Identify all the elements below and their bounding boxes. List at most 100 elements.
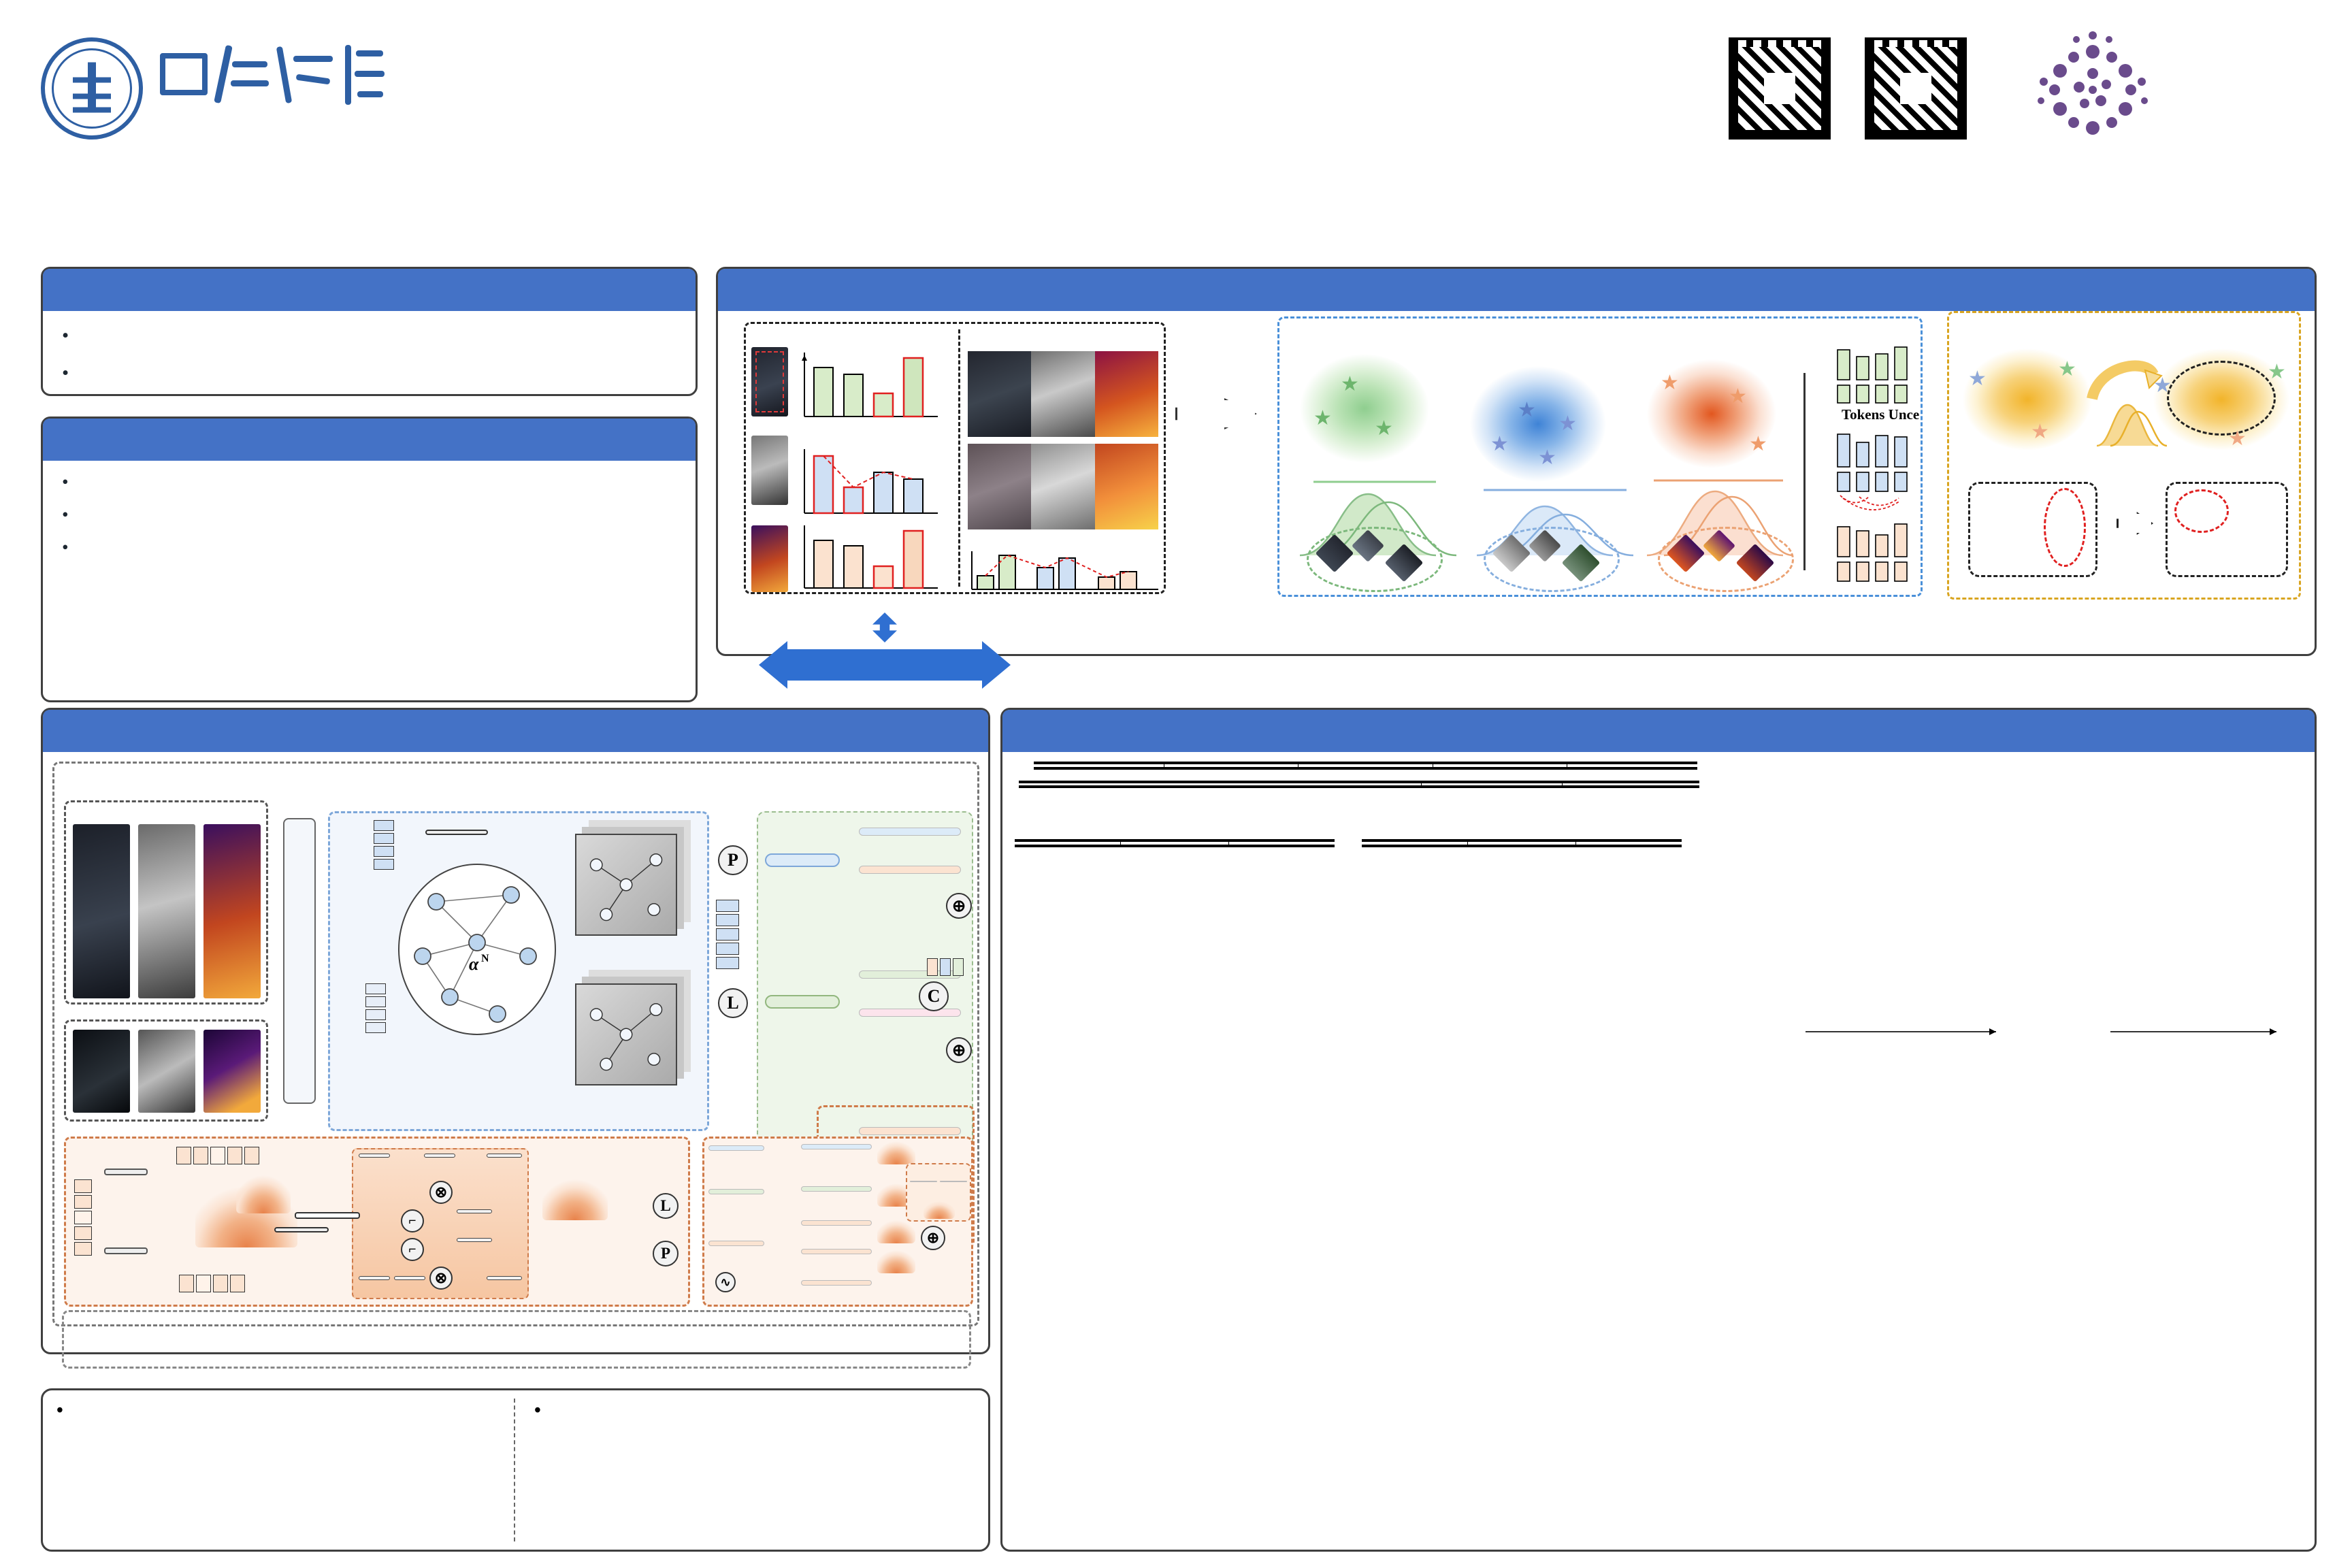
ugmoe-formula-title: • bbox=[534, 1400, 546, 1421]
motivation-box: ★ ★ ★ ★ ★ ★ ★ ★ ★ ★ bbox=[716, 267, 2317, 656]
samples-row-2 bbox=[968, 444, 1158, 529]
joint-blob-right: ★ ★ ★ bbox=[2153, 348, 2289, 451]
svg-text:α: α bbox=[469, 954, 479, 974]
un-expert-t1 bbox=[801, 1220, 872, 1226]
ugmoe-panel: ∿ ⊕ bbox=[702, 1137, 973, 1307]
sigma-n-tokens bbox=[365, 983, 386, 1033]
framework-box: α N P L bbox=[41, 708, 990, 1369]
un-expert-nc bbox=[801, 1144, 872, 1149]
gpgl-tag-2 bbox=[274, 1227, 329, 1232]
orange-patch-circle bbox=[1658, 527, 1794, 592]
starfield-before bbox=[1968, 482, 2097, 577]
gate-n-2 bbox=[708, 1145, 764, 1151]
noise-panel bbox=[744, 322, 1166, 594]
rgbtir-experts-pill bbox=[859, 866, 961, 874]
contributions-box: • • • bbox=[41, 416, 698, 702]
experiments-title bbox=[1002, 710, 2315, 752]
fused-tokens bbox=[716, 900, 739, 969]
framework-title bbox=[43, 710, 988, 752]
resample-arrow-icon bbox=[2117, 512, 2153, 535]
contribution-item-3: • bbox=[62, 536, 69, 557]
hyper-c-table bbox=[1015, 839, 1335, 848]
gate-n bbox=[765, 853, 840, 867]
anhui-calligraphy bbox=[160, 41, 385, 116]
expert-caption bbox=[1015, 802, 1314, 823]
challenges-box: • • bbox=[41, 267, 698, 396]
pooling-circle: P bbox=[718, 845, 748, 875]
tir-person-thumb bbox=[751, 525, 788, 592]
svg-text:N: N bbox=[481, 953, 489, 964]
mu-gcn-block bbox=[575, 834, 677, 936]
sota-table bbox=[1034, 762, 1697, 770]
qr-code-homepage bbox=[1729, 37, 1831, 140]
visualization-figure bbox=[1710, 1272, 2309, 1476]
tir-experts-pill bbox=[859, 1127, 961, 1135]
nir-tokens-bar-chart bbox=[804, 449, 938, 514]
flow-arrow-icon bbox=[1175, 398, 1257, 429]
nir-experts-pill bbox=[859, 828, 961, 836]
joint-blob-left: ★ ★ ★ bbox=[1963, 348, 2092, 451]
tir-tokens-bar-chart bbox=[804, 525, 938, 589]
sampling-axis bbox=[1803, 373, 1806, 570]
transfer-arrow-icon bbox=[2087, 360, 2163, 401]
contributions-title bbox=[43, 419, 696, 461]
framework-diagram: α N P L bbox=[52, 762, 979, 1326]
mu-n-tokens bbox=[374, 820, 394, 870]
vehicle-inputs bbox=[64, 1019, 268, 1122]
blue-blob: ★ ★ ★ ★ bbox=[1470, 366, 1606, 482]
small-gauss-curves bbox=[2096, 404, 2168, 447]
ablation-table bbox=[1019, 781, 1699, 788]
modeling-panel: ★ ★ ★ ★ ★ ★ ★ ★ ★ ★ bbox=[1277, 316, 1923, 597]
neurips-logo bbox=[2025, 27, 2324, 170]
qr-code-code bbox=[1865, 37, 1967, 140]
retrieval-figure bbox=[1710, 1024, 2309, 1249]
un-expert-tc bbox=[801, 1280, 872, 1286]
un-expert-t-box bbox=[906, 1163, 971, 1222]
un-expert-t2 bbox=[801, 1249, 872, 1254]
gpgl-tag bbox=[425, 830, 488, 835]
patch-graph: α N bbox=[398, 864, 556, 1035]
gate-r bbox=[765, 995, 840, 1009]
experiments-box bbox=[1000, 708, 2317, 1552]
linear-circle: L bbox=[718, 988, 748, 1018]
sigma-gcn-block bbox=[575, 983, 677, 1085]
concat-circle: C bbox=[919, 981, 949, 1011]
fc-mu bbox=[104, 1169, 148, 1175]
challenges-title bbox=[43, 269, 696, 311]
gate-t-2 bbox=[708, 1241, 764, 1246]
nir-person-thumb bbox=[751, 436, 788, 505]
z-tokens bbox=[927, 958, 964, 976]
starfield-after bbox=[2166, 482, 2288, 577]
contribution-item-2: • bbox=[62, 503, 69, 525]
un-expert-r2 bbox=[801, 1186, 872, 1192]
formulas-box: • • bbox=[41, 1388, 990, 1552]
gate-r-2 bbox=[708, 1189, 764, 1194]
green-blob: ★ ★ ★ bbox=[1300, 354, 1429, 463]
challenge-item-2: • bbox=[62, 361, 69, 384]
gpgcn-block: ⊗ ⌐ ⌐ ⊗ bbox=[295, 1148, 529, 1299]
gpgr-formula-title: • bbox=[56, 1400, 68, 1421]
efficiency-caption bbox=[1330, 802, 1698, 823]
clip-encoder bbox=[283, 818, 316, 1104]
svg-text:Tokens Uncer.: Tokens Uncer. bbox=[1842, 406, 1919, 423]
person-inputs bbox=[64, 800, 268, 1004]
nirtir-experts-pill bbox=[859, 1009, 961, 1017]
samples-row-1 bbox=[968, 351, 1158, 437]
blue-patch-circle bbox=[1484, 527, 1620, 592]
ugg-reid-banner bbox=[759, 641, 1011, 689]
neurips-swirl-icon bbox=[2038, 31, 2148, 135]
jointrep-panel: ★ ★ ★ ★ ★ ★ bbox=[1947, 311, 2301, 600]
challenge-item-1: • bbox=[62, 325, 69, 346]
motivation-title bbox=[718, 269, 2315, 311]
anhui-university-seal-logo bbox=[41, 37, 143, 140]
samples-uncer-chart bbox=[971, 551, 1158, 590]
green-patch-circle bbox=[1307, 527, 1443, 592]
hyper-k-table bbox=[1362, 839, 1682, 848]
rgb-person-thumb bbox=[751, 347, 788, 416]
tsne-figure bbox=[1710, 1480, 2309, 1548]
gpgr-panel: ⊗ ⌐ ⌐ ⊗ L P bbox=[64, 1137, 690, 1307]
rgb-tokens-bar-chart bbox=[802, 353, 938, 418]
orange-blob: ★ ★ ★ bbox=[1647, 359, 1776, 468]
framework-legend bbox=[62, 1310, 971, 1369]
